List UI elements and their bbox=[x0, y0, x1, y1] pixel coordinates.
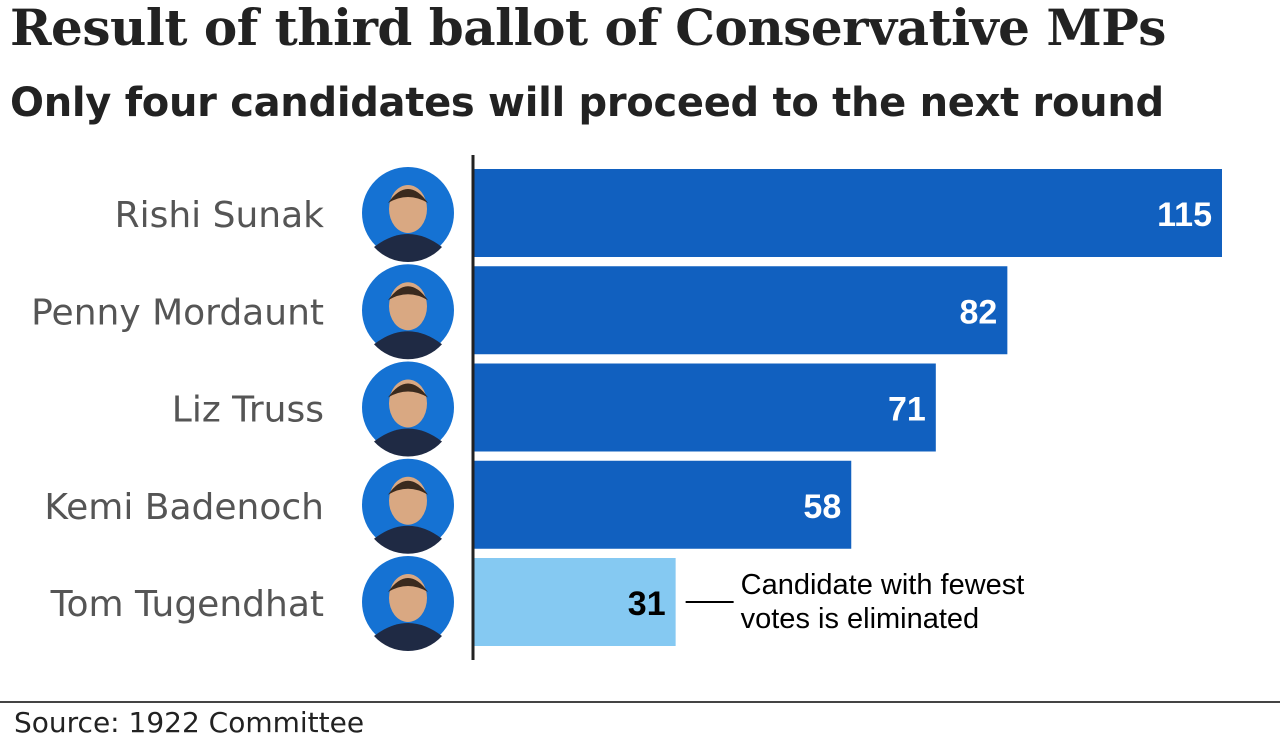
source-note: Source: 1922 Committee bbox=[14, 706, 365, 739]
annotation-text: votes is eliminated bbox=[741, 603, 980, 635]
bar bbox=[474, 460, 852, 549]
footer-divider bbox=[0, 701, 1280, 703]
bar bbox=[474, 266, 1008, 355]
data-label: 71 bbox=[888, 391, 926, 429]
category-label: Rishi Sunak bbox=[115, 195, 325, 236]
chart-title: Result of third ballot of Conservative M… bbox=[10, 0, 1166, 57]
candidate-portrait-icon bbox=[362, 264, 454, 360]
data-label: 82 bbox=[960, 293, 998, 331]
bar-chart: Rishi Sunak 115 Penny Mordaunt 82 Liz Truss 7… bbox=[0, 150, 1280, 670]
data-label: 115 bbox=[1157, 196, 1212, 234]
bar bbox=[474, 169, 1222, 257]
category-label: Tom Tugendhat bbox=[50, 584, 324, 625]
category-label: Kemi Badenoch bbox=[44, 487, 324, 528]
candidate-portrait-icon bbox=[362, 361, 454, 457]
chart-subtitle: Only four candidates will proceed to the… bbox=[10, 80, 1164, 126]
candidate-portrait-icon bbox=[362, 458, 454, 554]
category-label: Liz Truss bbox=[172, 390, 324, 431]
data-label: 31 bbox=[628, 585, 666, 623]
bar bbox=[474, 558, 676, 646]
annotation-text: Candidate with fewest bbox=[741, 569, 1025, 601]
bar bbox=[474, 363, 936, 452]
candidate-portrait-icon bbox=[362, 556, 454, 652]
candidate-portrait-icon bbox=[362, 167, 454, 263]
category-label: Penny Mordaunt bbox=[31, 292, 324, 333]
bar-chart-svg: Rishi Sunak 115 Penny Mordaunt 82 Liz Truss 7… bbox=[31, 155, 1222, 660]
data-label: 58 bbox=[803, 488, 841, 526]
